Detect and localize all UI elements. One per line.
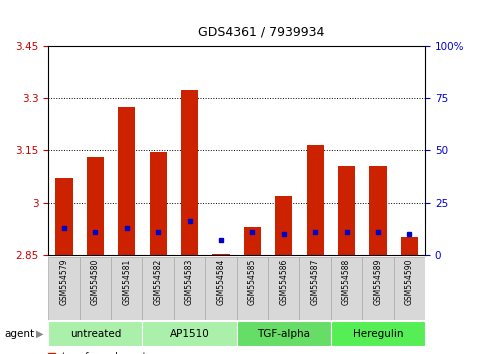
Bar (174, 257, 205, 320)
Bar (401, 238, 418, 255)
Text: GSM554581: GSM554581 (122, 258, 131, 305)
Bar (237, 257, 268, 320)
Text: GSM554584: GSM554584 (216, 258, 226, 305)
Text: GDS4361 / 7939934: GDS4361 / 7939934 (198, 26, 325, 39)
Bar (118, 107, 135, 255)
Text: GSM554588: GSM554588 (342, 258, 351, 305)
Bar (275, 196, 292, 255)
Text: untreated: untreated (70, 329, 121, 339)
Bar (111, 257, 142, 320)
Bar (56, 178, 72, 255)
Bar (181, 90, 198, 255)
Bar (268, 257, 299, 320)
Bar (244, 227, 261, 255)
Legend: transformed count, percentile rank within the sample: transformed count, percentile rank withi… (48, 353, 215, 354)
Bar (394, 257, 425, 320)
Bar (331, 321, 425, 346)
Text: Heregulin: Heregulin (353, 329, 403, 339)
Text: GSM554583: GSM554583 (185, 258, 194, 305)
Bar (362, 257, 394, 320)
Bar (331, 257, 362, 320)
Text: TGF-alpha: TGF-alpha (257, 329, 310, 339)
Bar (338, 166, 355, 255)
Text: GSM554590: GSM554590 (405, 258, 414, 305)
Text: GSM554587: GSM554587 (311, 258, 320, 305)
Bar (369, 166, 386, 255)
Bar (237, 321, 331, 346)
Bar (150, 152, 167, 255)
Text: GSM554582: GSM554582 (154, 258, 163, 305)
Bar (80, 257, 111, 320)
Bar (205, 257, 237, 320)
Text: GSM554589: GSM554589 (373, 258, 383, 305)
Bar (48, 321, 142, 346)
Bar (142, 321, 237, 346)
Text: agent: agent (5, 329, 35, 339)
Bar (307, 145, 324, 255)
Text: AP1510: AP1510 (170, 329, 210, 339)
Bar (48, 257, 80, 320)
Text: ▶: ▶ (36, 329, 44, 339)
Bar (87, 158, 104, 255)
Text: GSM554586: GSM554586 (279, 258, 288, 305)
Text: GSM554585: GSM554585 (248, 258, 257, 305)
Bar (213, 254, 229, 255)
Text: GSM554579: GSM554579 (59, 258, 69, 305)
Bar (142, 257, 174, 320)
Bar (299, 257, 331, 320)
Text: GSM554580: GSM554580 (91, 258, 100, 305)
